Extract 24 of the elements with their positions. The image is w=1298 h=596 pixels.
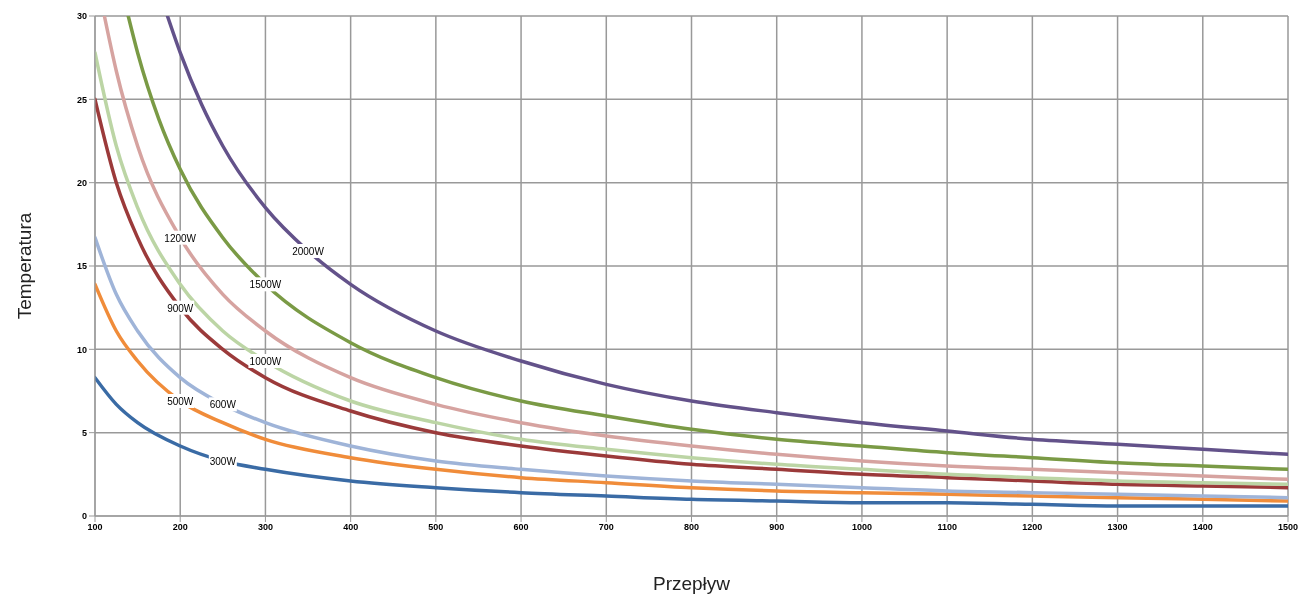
x-tick-label: 900	[769, 522, 785, 533]
x-tick-label: 400	[343, 522, 359, 533]
x-tick-label: 800	[683, 522, 700, 533]
x-tick-label: 600	[513, 522, 529, 533]
x-tick-label: 1400	[1192, 522, 1213, 533]
y-axis-title: Temperatura	[13, 212, 35, 320]
y-tick-label: 20	[76, 177, 87, 188]
y-tick-label: 0	[81, 511, 87, 522]
x-tick-label: 200	[172, 522, 188, 533]
x-tick-label: 300	[257, 522, 273, 533]
x-tick-label: 1000	[851, 522, 872, 533]
x-tick-label: 100	[87, 522, 103, 533]
y-tick-label: 15	[76, 261, 87, 272]
y-tick-label: 10	[76, 344, 87, 355]
x-tick-label: 1300	[1107, 522, 1128, 533]
x-tick-label: 700	[598, 522, 614, 533]
x-tick-label: 500	[428, 522, 444, 533]
x-tick-label: 1100	[937, 522, 957, 533]
y-tick-label: 30	[76, 11, 87, 22]
x-tick-label: 1500	[1277, 522, 1298, 533]
x-axis-title: Przepływ	[652, 573, 731, 594]
y-tick-label: 5	[81, 427, 87, 438]
y-tick-label: 25	[76, 94, 87, 105]
x-tick-label: 1200	[1022, 522, 1043, 533]
